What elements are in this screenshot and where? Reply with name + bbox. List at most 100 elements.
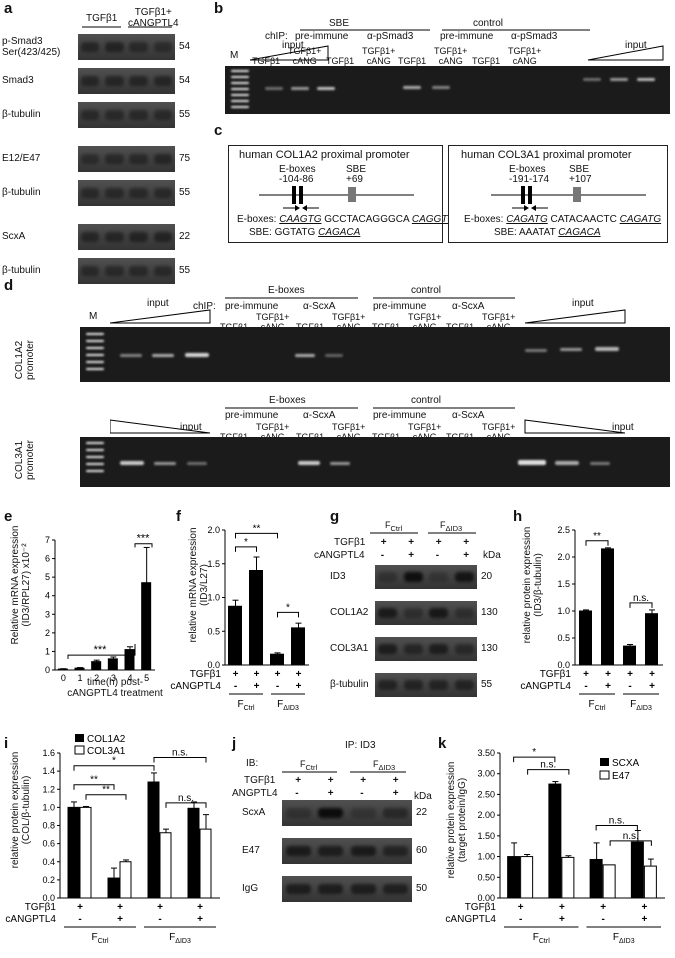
lane-tgf-cang: TGFβ1+cANG: [362, 46, 395, 66]
c-left-seq1: E-boxes: CAAGTG GCCTACAGGGCA CAGGTG: [237, 214, 455, 225]
lane-tgf: TGFβ1: [326, 56, 355, 66]
d1-control: control: [411, 285, 442, 296]
h-ylabel: relative protein expression (ID3/β-tubul…: [522, 510, 544, 660]
blot-label: COL1A2: [330, 607, 400, 618]
blot-band: [80, 231, 100, 243]
j-fdid3: FΔID3: [373, 760, 395, 772]
minus-sign: -: [628, 681, 631, 692]
d2-row-label: COL3A1 promoter: [14, 430, 36, 490]
blot-band: [403, 608, 423, 618]
b-control: control: [473, 18, 504, 29]
blot-label: Smad3: [2, 75, 72, 86]
d1-group-lines: [225, 297, 515, 299]
minus-sign: -: [295, 788, 299, 799]
group-label-sub: Ctrl: [539, 938, 550, 945]
blot-kda: 55: [179, 187, 191, 198]
j-kda: kDa: [414, 791, 432, 802]
panel-c-label: c: [214, 122, 223, 139]
lane-tgf-plus: TGFβ1+: [434, 46, 468, 56]
group-label-f: F: [238, 699, 244, 710]
c-right-seq2-label: SBE: AAATAT: [494, 227, 556, 238]
group-label-sub: Ctrl: [244, 705, 255, 712]
blot-band: [429, 572, 449, 582]
sig-label: *: [286, 602, 290, 613]
k-ylabel-line2: (target protein/IgG): [457, 777, 468, 863]
y-tick-label: 1.0: [557, 606, 570, 616]
row-label-tgf: TGFβ1: [540, 669, 572, 680]
blot-band: [153, 41, 173, 53]
g-fctrl: FCtrl: [385, 521, 402, 533]
c-left-eboxes: E-boxes: [279, 164, 316, 175]
plus-sign: +: [197, 902, 203, 913]
sig-bracket: [513, 756, 556, 763]
sig-label: **: [102, 785, 110, 796]
blot-kda: 20: [481, 571, 493, 582]
bar: [561, 856, 575, 899]
blot-band: [80, 187, 100, 199]
j-group-lines: [282, 771, 406, 773]
blot-protein-name: E47: [242, 845, 260, 856]
plus-sign: +: [275, 669, 281, 680]
plus-sign: +: [559, 914, 565, 925]
plus-sign: +: [463, 550, 470, 561]
a-col2-line1: TGFβ1+: [134, 7, 172, 18]
blot-kda: 60: [416, 845, 428, 856]
i-ylabel-line2: (COL/β-tubulin): [21, 775, 32, 845]
plus-sign: +: [360, 775, 367, 786]
blot-band: [153, 75, 173, 87]
lane-tgf-plus: TGFβ1+: [332, 312, 366, 322]
e-xlabel-line2: cANGPTL4 treatment: [67, 688, 163, 699]
blot-band: [383, 883, 409, 895]
d2-input-left: input: [180, 422, 202, 433]
blot-band: [285, 845, 311, 857]
blot-band: [383, 845, 409, 857]
plus-sign: +: [327, 788, 334, 799]
d1-input-right: input: [572, 298, 594, 309]
j-fdid3-f: F: [373, 759, 379, 769]
y-tick-label: 2.0: [557, 552, 570, 562]
y-tick-label: 1.0: [42, 802, 55, 812]
blot-band: [105, 187, 124, 199]
y-tick-label: 2.50: [477, 789, 495, 799]
lane-tgf: TGFβ1: [398, 56, 427, 66]
minus-sign: -: [234, 681, 237, 692]
sig-label: ***: [94, 644, 108, 656]
sig-label: **: [593, 531, 601, 542]
blot-image: [282, 876, 412, 902]
d2-eboxes: E-boxes: [269, 395, 306, 406]
lane-tgf: TGFβ1: [252, 56, 281, 66]
sig-label: *: [532, 747, 536, 758]
sig-label: **: [90, 775, 98, 786]
blot-protein-name: Smad3: [2, 75, 34, 86]
c-right-seq1-spacer: CATACAACTC: [550, 214, 617, 225]
plus-sign: +: [117, 914, 123, 925]
j-fctrl-sub: Ctrl: [305, 762, 318, 772]
bar: [124, 649, 135, 671]
c-right-eboxes: E-boxes: [509, 164, 546, 175]
d2-pre1: pre-immune: [225, 410, 279, 421]
y-tick-label: 1.5: [557, 579, 570, 589]
a-col-tgf: TGFβ1: [86, 13, 118, 24]
plus-sign: +: [327, 775, 334, 786]
lane-cang: cANG: [366, 56, 391, 66]
bar: [589, 858, 603, 899]
y-tick-label: 2.0: [207, 525, 220, 535]
y-tick-label: 7: [45, 535, 50, 545]
sig-bracket: [609, 840, 652, 846]
blot-band: [318, 883, 344, 895]
blot-band: [129, 41, 148, 53]
group-label-sub: ΔID3: [636, 705, 652, 712]
blot-label: p-Smad3 Ser(423/425): [2, 36, 72, 58]
c-right-seq2-motif: CAGACA: [558, 227, 601, 238]
minus-sign: -: [584, 681, 587, 692]
sig-label: n.s.: [540, 760, 556, 771]
blot-band: [429, 644, 449, 654]
plus-sign: +: [295, 775, 302, 786]
bar: [67, 806, 80, 899]
blot-label: E47: [242, 845, 312, 856]
sig-label: n.s.: [623, 831, 639, 842]
bar: [159, 832, 172, 899]
blot-image: [78, 180, 175, 206]
bar: [57, 668, 68, 671]
d1-eboxes: E-boxes: [268, 285, 305, 296]
